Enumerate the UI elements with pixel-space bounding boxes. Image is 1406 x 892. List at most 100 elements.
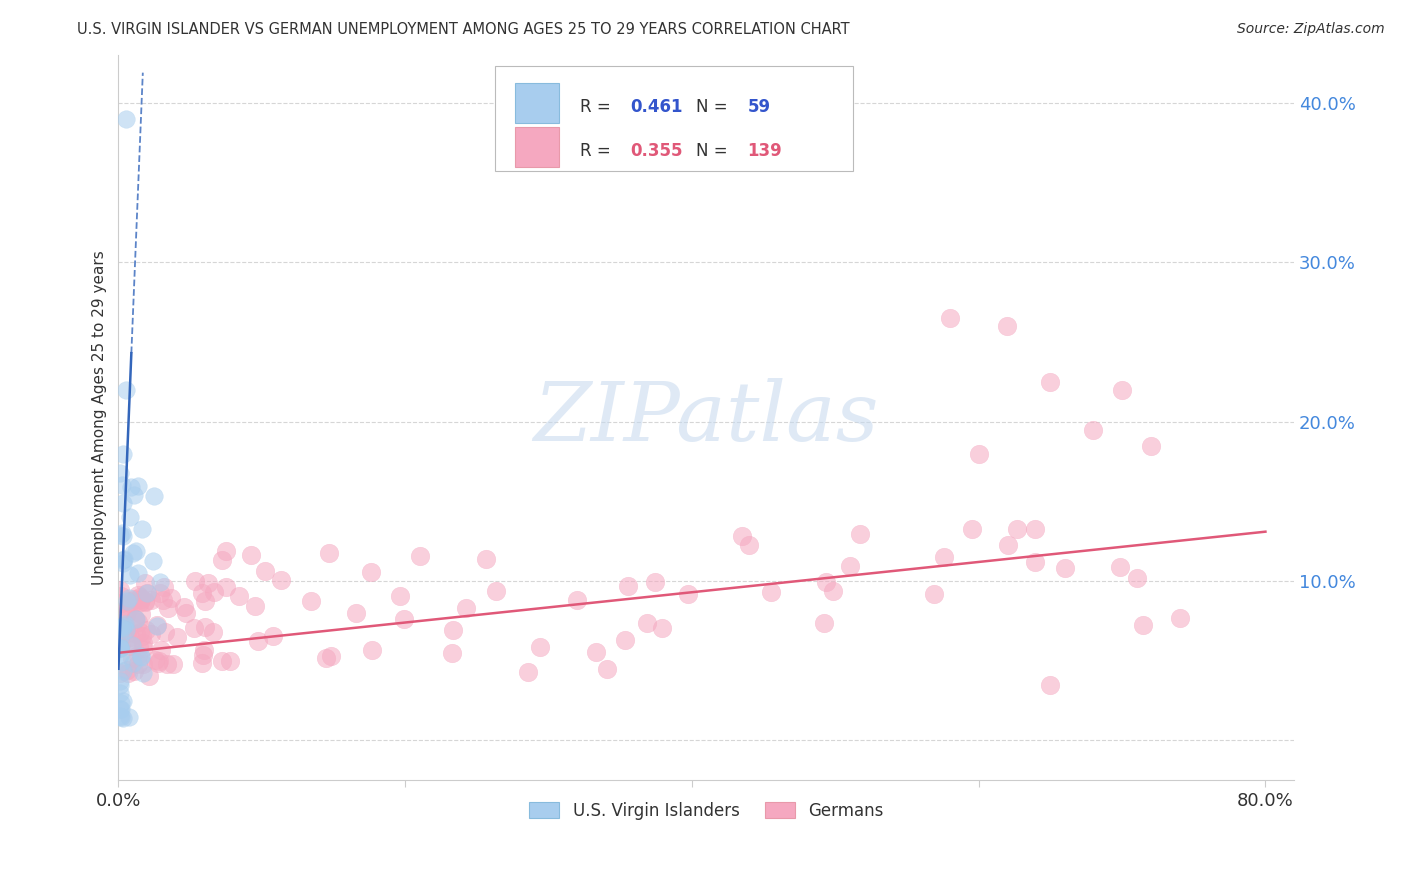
Point <box>122 656 145 670</box>
Point <box>174 606 197 620</box>
Point <box>262 629 284 643</box>
Point <box>131 592 153 607</box>
Point <box>108 648 131 662</box>
Point <box>211 654 233 668</box>
Point <box>131 635 153 649</box>
Point <box>194 594 217 608</box>
Point <box>124 612 146 626</box>
Point <box>813 615 835 630</box>
Point <box>110 655 132 669</box>
Point <box>215 543 238 558</box>
Point <box>127 479 149 493</box>
Point <box>114 617 136 632</box>
Text: R =: R = <box>581 142 616 160</box>
Point <box>1005 522 1028 536</box>
Point <box>613 633 636 648</box>
Point <box>114 607 136 621</box>
Point <box>967 446 990 460</box>
Point <box>118 710 141 724</box>
Point <box>201 624 224 639</box>
Point <box>136 586 159 600</box>
Point <box>135 624 157 638</box>
Bar <box>515 127 560 167</box>
Point <box>738 538 761 552</box>
Point <box>197 575 219 590</box>
Point <box>596 662 619 676</box>
Point <box>1024 555 1046 569</box>
Point <box>121 638 143 652</box>
Point <box>454 601 477 615</box>
Point <box>124 611 146 625</box>
Point <box>1054 561 1077 575</box>
Point <box>114 112 136 126</box>
Point <box>475 552 498 566</box>
Point <box>838 559 860 574</box>
Text: 0.461: 0.461 <box>630 98 682 116</box>
Text: N =: N = <box>696 98 733 116</box>
Point <box>110 596 132 610</box>
Point <box>138 669 160 683</box>
Point <box>211 552 233 566</box>
Point <box>127 648 149 663</box>
Point <box>111 664 134 678</box>
Point <box>108 640 131 654</box>
Point <box>516 665 538 679</box>
Point <box>246 634 269 648</box>
Point <box>120 593 142 607</box>
Point <box>129 591 152 605</box>
Point <box>149 574 172 589</box>
Point <box>111 553 134 567</box>
Point <box>143 489 166 503</box>
Point <box>111 621 134 635</box>
Point <box>132 640 155 655</box>
Point <box>112 529 135 543</box>
Point <box>1108 559 1130 574</box>
Point <box>932 549 955 564</box>
Point <box>134 593 156 607</box>
Point <box>110 696 132 710</box>
Point <box>815 574 838 589</box>
Point <box>108 666 131 681</box>
Point <box>121 546 143 560</box>
Point <box>115 623 138 637</box>
Point <box>191 656 214 670</box>
Point <box>156 657 179 671</box>
Point <box>108 466 131 480</box>
Point <box>848 527 870 541</box>
Point <box>128 640 150 655</box>
Point <box>129 595 152 609</box>
Point <box>112 624 135 639</box>
Point <box>360 643 382 657</box>
Point <box>318 545 340 559</box>
Text: Source: ZipAtlas.com: Source: ZipAtlas.com <box>1237 22 1385 37</box>
Point <box>228 589 250 603</box>
Point <box>114 383 136 397</box>
Point <box>108 641 131 656</box>
Point <box>193 643 215 657</box>
Point <box>997 538 1019 552</box>
Point <box>118 639 141 653</box>
Point <box>1139 439 1161 453</box>
Point <box>939 311 962 326</box>
Bar <box>515 83 560 123</box>
Point <box>215 580 238 594</box>
Point <box>111 619 134 633</box>
Point <box>111 446 134 460</box>
Text: 59: 59 <box>748 98 770 116</box>
Point <box>121 650 143 665</box>
Point <box>129 649 152 664</box>
Point <box>344 606 367 620</box>
Point <box>108 673 131 688</box>
Point <box>110 525 132 540</box>
Point <box>108 686 131 700</box>
FancyBboxPatch shape <box>495 66 853 171</box>
Point <box>191 586 214 600</box>
Point <box>131 522 153 536</box>
Point <box>134 595 156 609</box>
Point <box>152 593 174 607</box>
Point <box>146 656 169 670</box>
Point <box>173 600 195 615</box>
Point <box>761 585 783 599</box>
Point <box>125 612 148 626</box>
Point <box>110 582 132 597</box>
